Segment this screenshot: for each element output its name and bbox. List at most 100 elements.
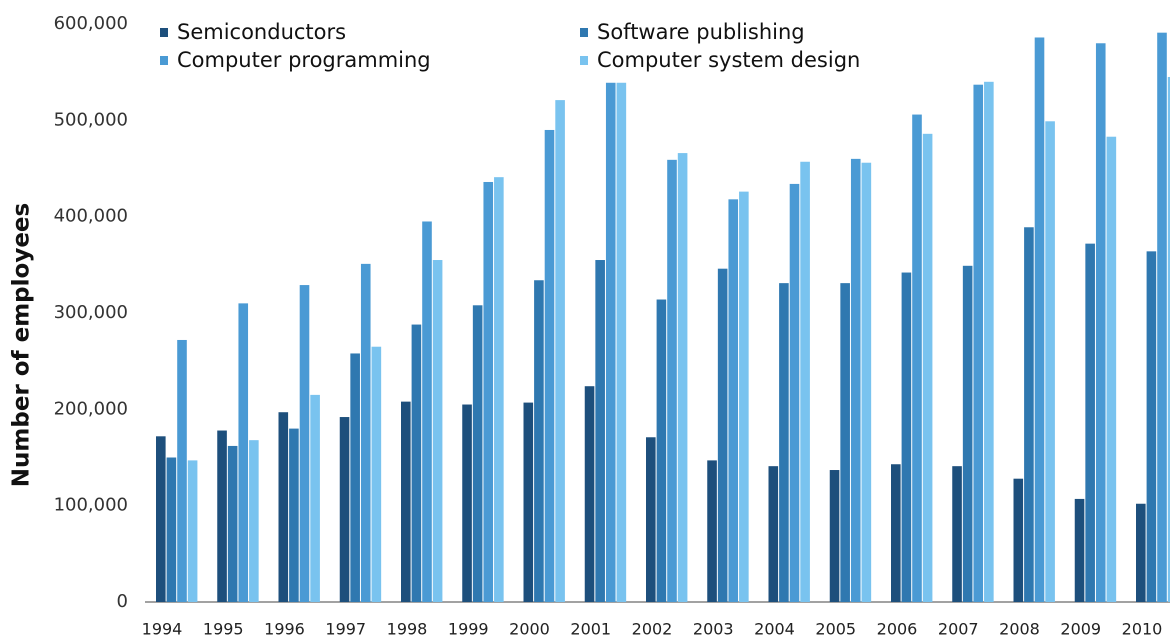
x-tick-label: 1999 [448,620,489,639]
bar [217,430,227,602]
legend-swatch [160,28,168,37]
y-tick-label: 400,000 [54,206,128,227]
bar [310,394,320,602]
legend-swatch [580,56,588,65]
bar [952,466,962,602]
bar [707,460,717,602]
bar [371,346,382,602]
x-tick-label: 2008 [999,620,1040,639]
x-tick-label: 2009 [1060,620,1101,639]
bar [1024,227,1034,602]
bar [289,428,299,602]
bar [411,324,422,602]
bar [249,440,259,602]
bar [494,177,504,603]
bar [728,199,739,602]
bar [840,283,850,602]
bar [401,401,411,602]
bar [483,181,494,602]
x-tick-label: 2010 [1122,620,1163,639]
bar [1106,136,1117,602]
x-tick-label: 2006 [877,620,918,639]
bar [1157,32,1167,603]
bar [739,191,749,602]
bar [616,82,627,603]
bar [667,159,677,602]
bar [646,437,656,602]
y-tick-label: 600,000 [54,13,128,34]
y-axis-title: Number of employees [9,203,35,487]
bar [1045,121,1055,603]
bar [227,445,238,602]
x-tick-label: 2001 [570,620,611,639]
x-tick-label: 1997 [325,620,366,639]
bar [1095,43,1106,603]
y-tick-label: 0 [117,591,128,612]
legend-swatch [160,56,168,65]
bar [555,100,565,602]
bar [166,457,177,602]
bar [922,133,933,602]
bar [800,161,810,603]
bar [850,158,861,602]
bar [339,417,350,602]
y-tick-label: 300,000 [54,302,128,323]
legend-label: Computer system design [597,48,860,72]
y-tick-label: 200,000 [54,398,128,419]
bar [350,353,360,602]
x-tick-label: 2007 [938,620,979,639]
bar [829,470,840,602]
bar [584,386,595,602]
bar [901,272,912,602]
bar [1085,243,1095,602]
bar [432,260,443,602]
legend-label: Computer programming [177,48,431,72]
legend-swatch [580,28,588,37]
bar [523,402,534,602]
bar [973,84,984,602]
y-tick-label: 100,000 [54,495,128,516]
bar [544,129,555,602]
bar [984,81,994,603]
x-tick-label: 1995 [203,620,244,639]
bar [462,404,472,602]
bar [1074,498,1085,602]
x-tick-label: 2005 [815,620,856,639]
bar [1013,478,1024,602]
bar [1034,37,1045,602]
bar [677,153,688,602]
bar [177,339,187,602]
x-tick-label: 1994 [142,620,183,639]
bar [238,303,249,602]
bar [861,162,872,602]
bar [1167,76,1170,602]
legend-label: Semiconductors [177,20,346,44]
legend-label: Software publishing [597,20,805,44]
bar [779,283,789,602]
x-tick-label: 2004 [754,620,795,639]
x-tick-label: 1996 [264,620,305,639]
bar [156,436,166,602]
bar [1146,251,1157,602]
bar [187,460,198,602]
bar [422,221,432,602]
y-tick-label: 500,000 [54,109,128,130]
bar [534,280,544,602]
bar [789,183,800,602]
bar [768,466,779,602]
x-tick-label: 2003 [693,620,734,639]
x-tick-label: 2002 [632,620,673,639]
bar [595,260,605,602]
bar [1136,503,1146,602]
bar [472,305,483,602]
bar [717,268,728,602]
bar [891,464,901,602]
bar [656,299,667,602]
x-tick-label: 1998 [387,620,428,639]
bar [605,82,616,603]
x-tick-label: 2000 [509,620,550,639]
bar [912,114,922,602]
bar [278,412,289,602]
